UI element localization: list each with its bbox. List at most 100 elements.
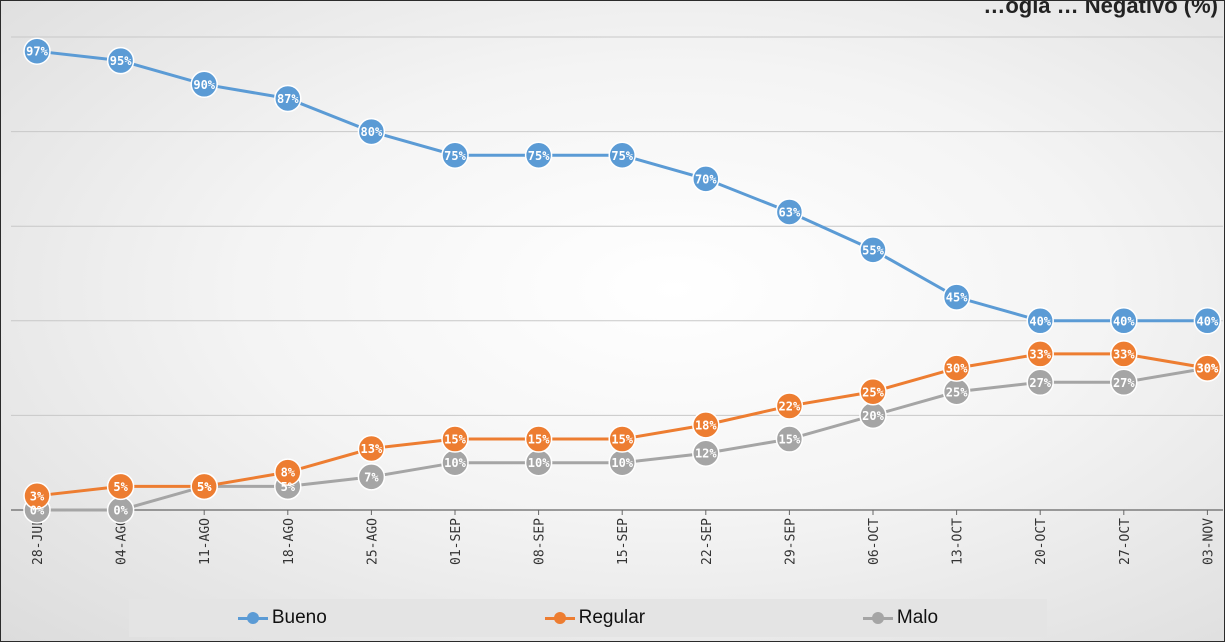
data-point-regular [1026, 340, 1054, 368]
data-label-regular: 33% [1029, 347, 1051, 361]
data-label-malo: 25% [946, 385, 968, 399]
data-label-bueno: 80% [361, 125, 383, 139]
data-label-malo: 27% [1029, 376, 1051, 390]
data-point-regular [692, 411, 720, 439]
legend-label-regular: Regular [578, 607, 646, 628]
x-tick-label: 15-SEP [616, 518, 631, 565]
data-point-malo [775, 425, 804, 453]
data-point-regular [775, 392, 804, 420]
data-label-malo: 27% [1113, 376, 1135, 390]
data-label-regular: 15% [444, 433, 466, 447]
data-label-regular: 18% [695, 418, 717, 432]
data-label-bueno: 87% [277, 92, 299, 106]
legend-label-bueno: Bueno [271, 607, 327, 628]
legend-swatch-malo [862, 611, 893, 624]
data-label-regular: 15% [528, 433, 550, 447]
data-label-malo: 20% [862, 409, 884, 423]
legend-item-bueno: Bueno [237, 607, 327, 629]
data-point-regular [441, 425, 469, 453]
data-point-bueno [274, 84, 302, 113]
legend-item-malo: Malo [862, 607, 939, 629]
data-point-regular [942, 354, 971, 382]
data-label-bueno: 95% [110, 54, 132, 68]
data-label-regular: 15% [611, 433, 633, 447]
data-label-malo: 30% [1197, 362, 1219, 376]
x-tick-label: 06-OCT [867, 518, 882, 565]
data-label-malo: 5% [197, 480, 212, 494]
x-tick-label: 01-SEP [449, 518, 464, 565]
data-point-bueno [106, 46, 135, 75]
data-point-bueno [23, 37, 51, 65]
data-label-bueno: 75% [611, 149, 633, 163]
x-tick-label: 18-AGO [282, 518, 297, 565]
data-label-regular: 13% [361, 442, 383, 456]
data-label-regular: 30% [1197, 362, 1219, 376]
data-point-bueno [859, 236, 887, 264]
data-label-bueno: 70% [695, 172, 717, 186]
data-label-malo: 15% [779, 433, 801, 447]
legend-label-malo: Malo [896, 607, 939, 628]
data-label-malo: 7% [364, 470, 379, 484]
data-point-bueno [1193, 307, 1222, 335]
data-point-regular [23, 482, 51, 510]
data-point-malo [1026, 368, 1054, 397]
data-point-regular [190, 472, 218, 501]
data-point-regular [608, 425, 636, 453]
legend-item-regular: Regular [544, 607, 646, 629]
data-point-bueno [441, 141, 469, 169]
data-point-bueno [775, 198, 804, 226]
x-tick-label: 08-SEP [533, 518, 548, 565]
data-label-bueno: 97% [26, 45, 48, 59]
data-label-regular: 5% [113, 480, 128, 494]
data-label-malo: 10% [528, 456, 550, 470]
data-label-malo: 12% [695, 447, 717, 461]
data-point-bueno [1110, 307, 1138, 335]
data-label-regular: 30% [946, 362, 968, 376]
data-label-regular: 3% [30, 489, 45, 503]
data-point-malo [692, 439, 720, 467]
data-label-bueno: 75% [528, 149, 550, 163]
data-label-malo: 0% [30, 504, 45, 518]
data-point-bueno [1026, 307, 1054, 335]
x-tick-label: 27-OCT [1118, 518, 1133, 565]
chart-title: …ogía … Negativo (%) [983, 0, 1218, 18]
data-label-bueno: 90% [193, 78, 215, 92]
data-point-bueno [357, 117, 386, 146]
data-label-bueno: 40% [1197, 314, 1219, 328]
x-tick-label: 29-SEP [783, 518, 798, 565]
data-label-malo: 10% [444, 456, 466, 470]
data-label-malo: 10% [611, 456, 633, 470]
data-label-regular: 5% [197, 480, 212, 494]
x-tick-label: 20-OCT [1034, 518, 1049, 565]
data-label-regular: 8% [281, 466, 296, 480]
legend: Bueno Regular Malo [129, 599, 1047, 637]
data-point-malo [1110, 368, 1138, 397]
data-point-bueno [692, 165, 720, 193]
data-label-regular: 33% [1113, 347, 1135, 361]
data-label-bueno: 75% [444, 149, 466, 163]
data-point-regular [357, 434, 386, 463]
data-point-regular [859, 378, 887, 406]
data-label-regular: 25% [862, 385, 884, 399]
data-point-bueno [608, 141, 636, 169]
data-label-regular: 22% [779, 399, 801, 413]
data-label-malo: 5% [281, 480, 296, 494]
data-label-bueno: 63% [779, 206, 801, 220]
x-tick-label: 04-AGO [115, 518, 130, 565]
data-point-bueno [524, 141, 553, 169]
x-tick-label: 13-OCT [951, 518, 966, 565]
data-point-regular [106, 472, 135, 501]
data-label-bueno: 55% [862, 243, 884, 257]
data-label-bueno: 45% [946, 291, 968, 305]
data-point-malo [357, 463, 386, 491]
legend-swatch-bueno [237, 611, 268, 624]
data-point-regular [274, 458, 302, 486]
data-label-bueno: 40% [1113, 314, 1135, 328]
data-point-regular [1110, 340, 1138, 368]
x-tick-label: 03-NOV [1201, 518, 1216, 565]
data-point-bueno [942, 283, 971, 311]
data-point-bueno [190, 70, 218, 99]
data-label-malo: 0% [113, 504, 128, 518]
